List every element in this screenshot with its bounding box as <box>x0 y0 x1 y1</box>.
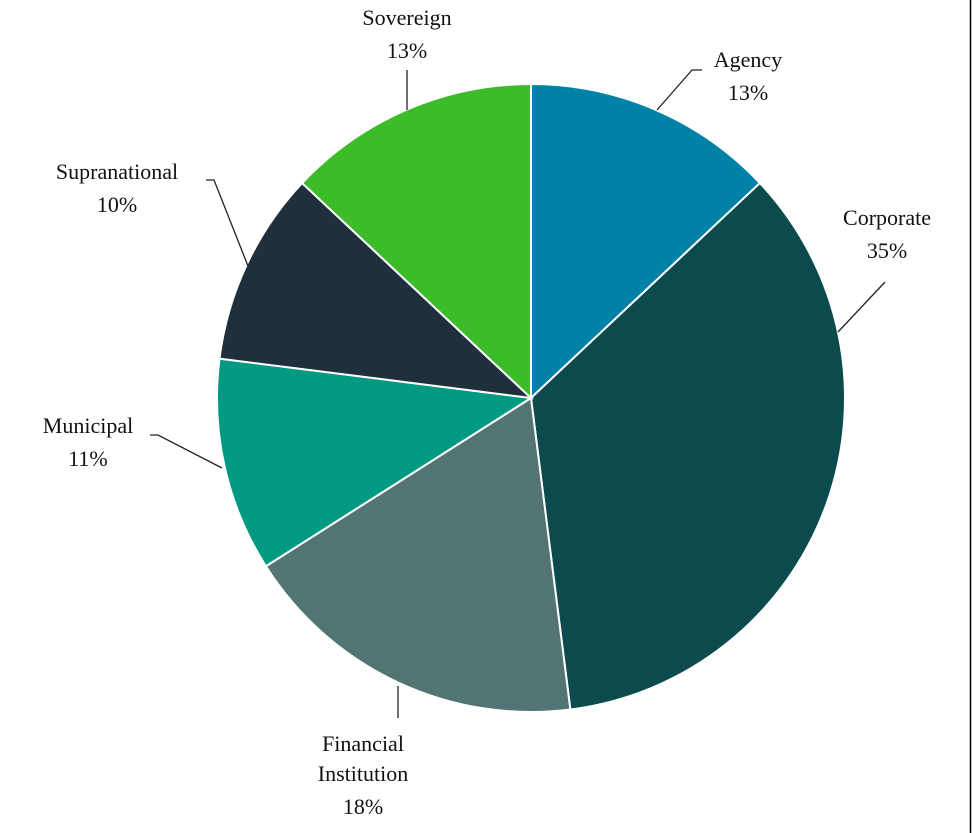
slice-value-label: 13% <box>387 38 427 63</box>
slice-label-line: Financial <box>322 731 404 756</box>
pie-slice <box>300 82 532 401</box>
slice-value-label: 10% <box>97 192 137 217</box>
slice-label: Supranational <box>56 159 178 184</box>
slice-value-label: 13% <box>728 80 768 105</box>
slice-label-line: Institution <box>318 761 408 786</box>
pie-slice <box>530 82 762 401</box>
leader-line <box>206 179 249 267</box>
slice-value-label: 11% <box>68 446 108 471</box>
pie-slice <box>264 396 572 713</box>
leader-line <box>656 69 702 111</box>
leader-line <box>837 281 886 333</box>
slice-label: Corporate <box>843 205 931 230</box>
leader-line <box>150 434 223 469</box>
pie-slice <box>529 181 846 711</box>
slice-label: Sovereign <box>362 5 451 30</box>
slice-label: Municipal <box>43 413 133 438</box>
pie-slice <box>216 357 534 568</box>
slice-value-label: 35% <box>867 238 907 263</box>
slice-label: Financial Institution <box>318 731 408 786</box>
slice-label: Agency <box>714 47 782 72</box>
slice-value-label: 18% <box>343 794 383 819</box>
